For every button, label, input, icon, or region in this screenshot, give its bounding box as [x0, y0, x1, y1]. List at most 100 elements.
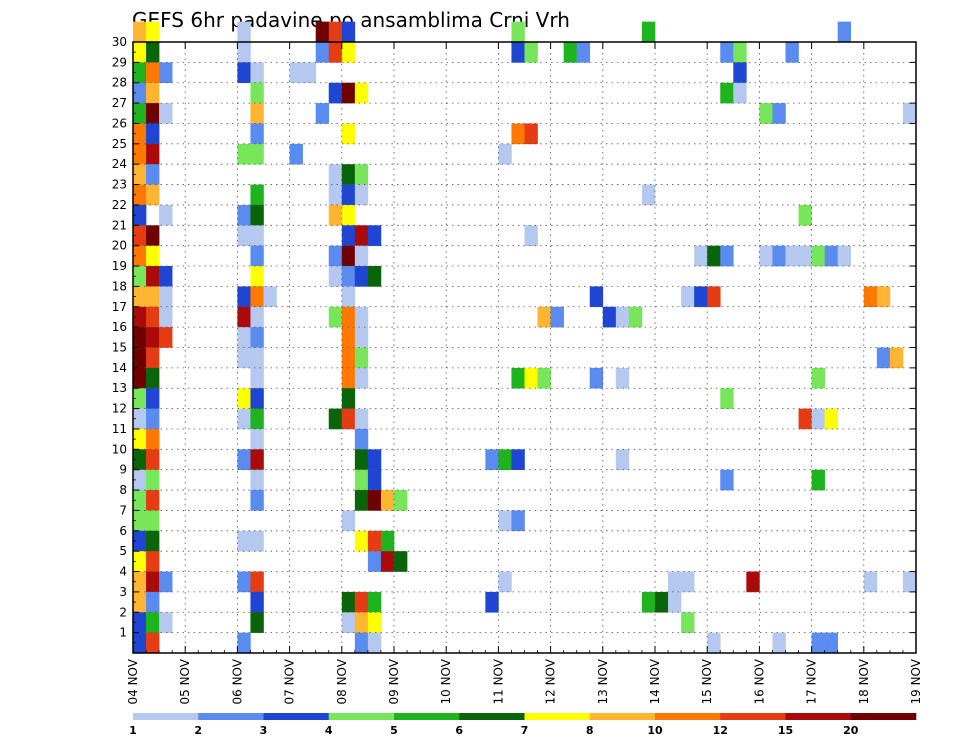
heatmap-cell: [133, 490, 147, 511]
heatmap-cell: [720, 42, 734, 63]
heatmap-cell: [237, 42, 251, 63]
x-tick-label: 18 NOV: [857, 658, 871, 704]
heatmap-cell: [354, 225, 369, 246]
x-tick-label: 17 NOV: [805, 658, 819, 704]
heatmap-cell: [146, 62, 160, 84]
heatmap-cell: [798, 204, 812, 226]
heatmap-cell: [589, 367, 604, 389]
heatmap-cell: [315, 21, 330, 43]
heatmap-cell: [720, 469, 734, 491]
x-tick-label: 13 NOV: [596, 658, 610, 704]
heatmap-cell: [354, 327, 369, 348]
heatmap-cell: [341, 164, 356, 185]
heatmap-cell: [250, 428, 264, 450]
heatmap-cell: [146, 530, 160, 552]
y-tick-label: 24: [112, 157, 127, 171]
heatmap-cell: [772, 103, 786, 124]
heatmap-cell: [511, 123, 525, 145]
heatmap-cell: [720, 245, 734, 267]
heatmap-cell: [159, 103, 173, 124]
heatmap-cell: [341, 286, 356, 308]
heatmap-cell: [511, 367, 525, 389]
heatmap-cell: [237, 571, 251, 593]
heatmap-cell: [133, 204, 147, 226]
heatmap-cell: [250, 286, 264, 308]
heatmap-cell: [354, 367, 369, 389]
heatmap-cell: [341, 21, 356, 43]
heatmap-cell: [328, 82, 343, 104]
heatmap-cell: [811, 245, 825, 267]
heatmap-cell: [367, 490, 382, 511]
heatmap-cell: [733, 42, 747, 63]
heatmap-cell: [133, 286, 147, 308]
heatmap-cell: [394, 551, 408, 572]
x-tick-label: 06 NOV: [230, 658, 244, 704]
heatmap-cell: [250, 245, 264, 267]
heatmap-cell: [146, 490, 160, 511]
heatmap-cell: [146, 428, 160, 450]
heatmap-cell: [341, 367, 356, 389]
heatmap-cell: [876, 347, 891, 369]
colorbar-swatch: [524, 713, 591, 720]
heatmap-cell: [902, 103, 917, 124]
colorbar-swatch: [133, 713, 199, 720]
heatmap-cell: [328, 266, 343, 287]
heatmap-cell: [615, 449, 630, 470]
heatmap-cell: [655, 591, 669, 613]
heatmap-cell: [341, 225, 356, 246]
heatmap-cell: [681, 612, 695, 633]
heatmap-cell: [498, 571, 512, 593]
heatmap-cell: [146, 225, 160, 246]
heatmap-cell: [237, 449, 251, 470]
y-tick-label: 10: [112, 442, 127, 456]
heatmap-cell: [341, 591, 356, 613]
heatmap-cell: [772, 632, 786, 654]
heatmap-cell: [250, 347, 264, 369]
heatmap-cell: [720, 82, 734, 104]
colorbar-label: 6: [455, 724, 463, 737]
heatmap-cell: [576, 42, 591, 63]
heatmap-cell: [146, 469, 160, 491]
heatmap-cell: [550, 306, 564, 328]
heatmap-cell: [602, 306, 617, 328]
heatmap-cell: [707, 286, 721, 308]
heatmap-cell: [146, 327, 160, 348]
heatmap-cell: [250, 225, 264, 246]
heatmap-cell: [394, 490, 408, 511]
heatmap-cell: [328, 164, 343, 185]
heatmap-cell: [798, 245, 812, 267]
x-tick-label: 15 NOV: [700, 658, 714, 704]
heatmap-cell: [250, 62, 264, 84]
heatmap-cell: [328, 184, 343, 206]
heatmap-cell: [367, 591, 382, 613]
heatmap-cell: [133, 388, 147, 409]
heatmap-cell: [785, 42, 799, 63]
grid-layer: [133, 41, 916, 653]
heatmap-cell: [250, 388, 264, 409]
heatmap-cell: [380, 551, 395, 572]
colorbar-label: 20: [843, 724, 859, 737]
heatmap-cell: [328, 42, 343, 63]
heatmap-cell: [237, 306, 251, 328]
heatmap-cell: [146, 143, 160, 165]
heatmap-cell: [824, 245, 838, 267]
heatmap-cell: [615, 367, 630, 389]
heatmap-cell: [668, 571, 682, 593]
heatmap-cell: [237, 347, 251, 369]
colorbar-swatch: [394, 713, 460, 720]
x-tick-label: 07 NOV: [283, 658, 297, 704]
colorbar-label: 1: [129, 724, 137, 737]
heatmap-cell: [263, 286, 277, 308]
heatmap-cell: [250, 367, 264, 389]
y-tick-label: 9: [119, 463, 127, 477]
heatmap-cell: [498, 143, 512, 165]
heatmap-cell: [133, 449, 147, 470]
heatmap-cell: [354, 408, 369, 430]
heatmap-cell: [250, 103, 264, 124]
heatmap-cell: [615, 306, 630, 328]
y-tick-label: 27: [112, 96, 127, 110]
heatmap-cell: [354, 245, 369, 267]
heatmap-cell: [341, 388, 356, 409]
heatmap-cell: [354, 530, 369, 552]
heatmap-cell: [328, 306, 343, 328]
